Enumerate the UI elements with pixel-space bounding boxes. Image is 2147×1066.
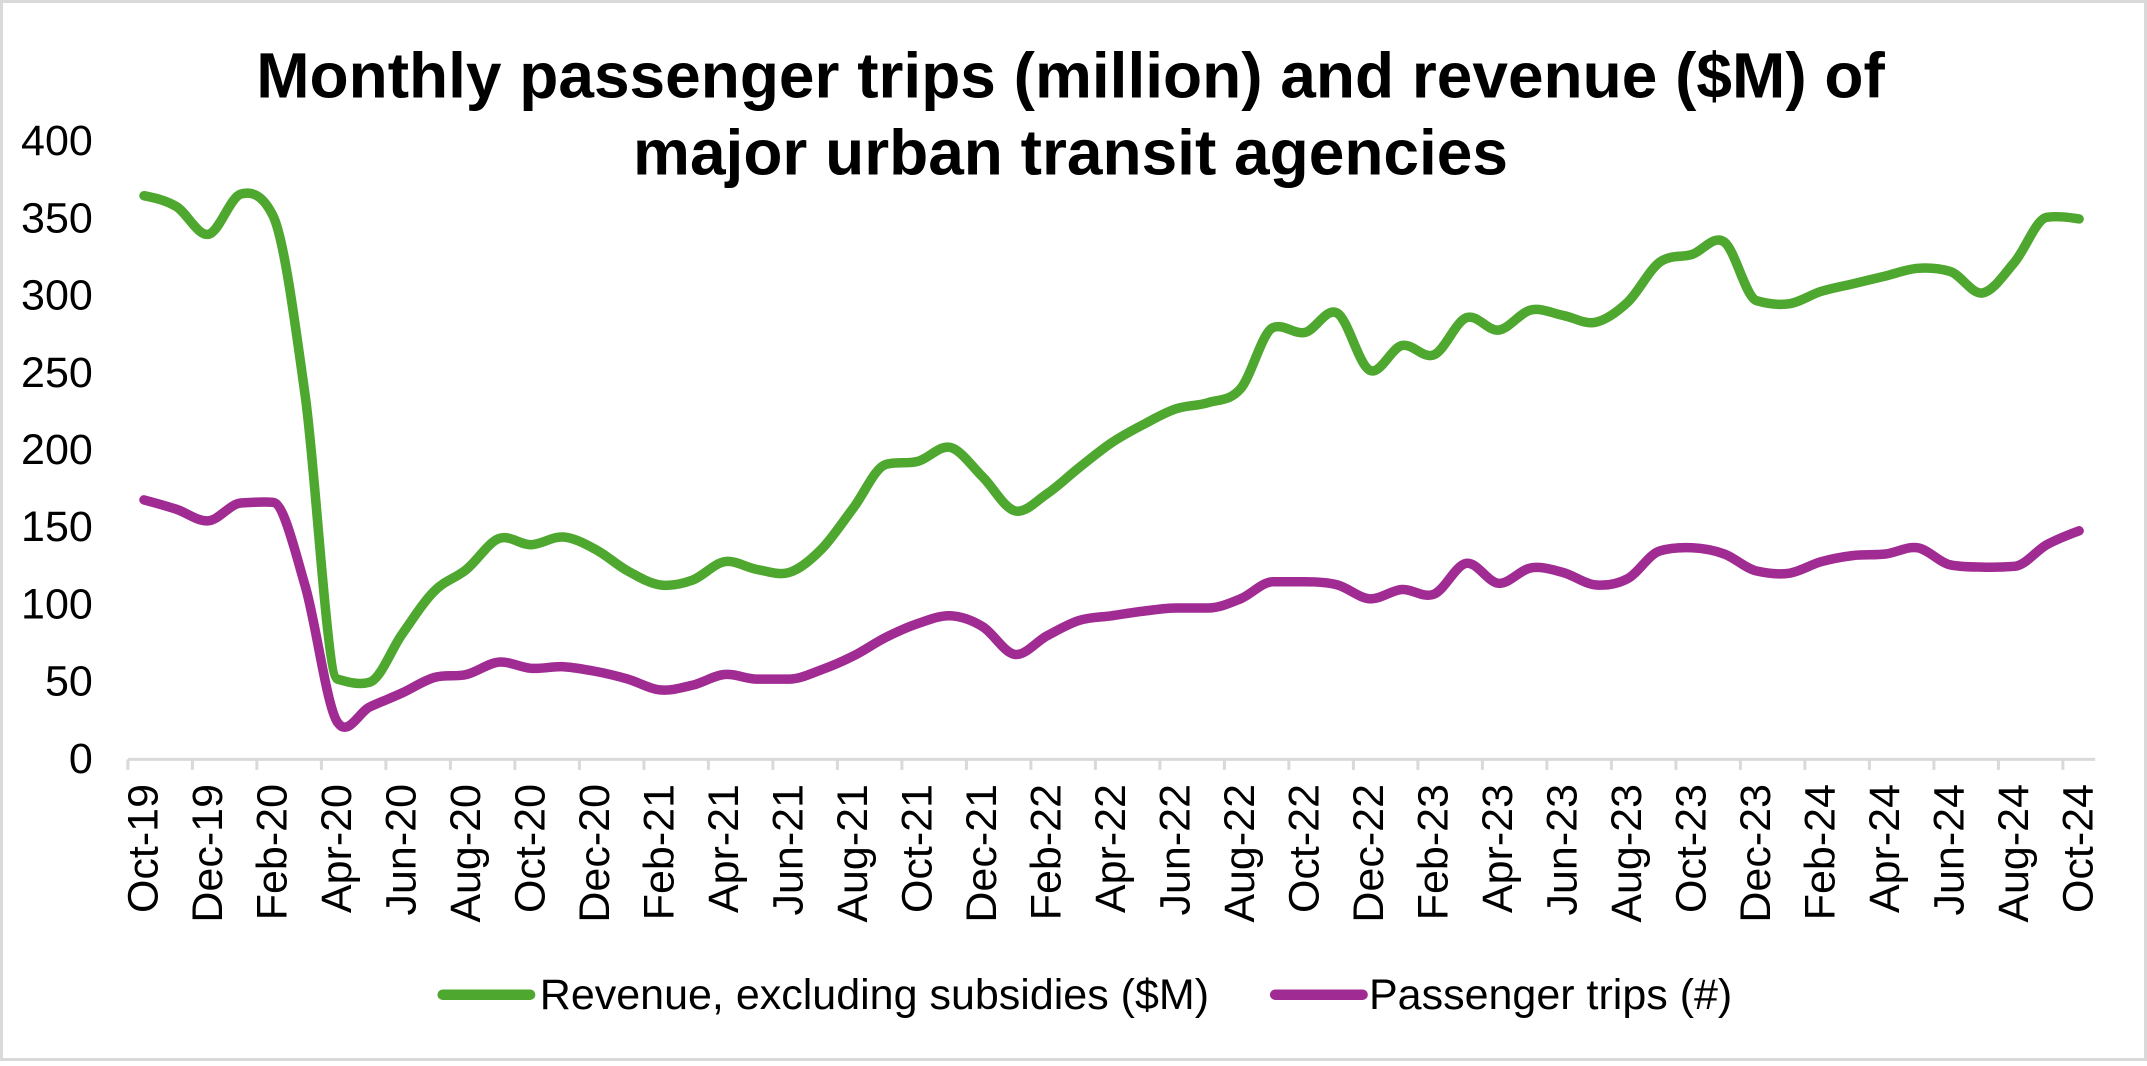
- svg-text:Feb-21: Feb-21: [635, 784, 683, 920]
- svg-text:50: 50: [45, 658, 93, 706]
- svg-text:Jun-22: Jun-22: [1152, 784, 1200, 915]
- svg-text:100: 100: [21, 581, 93, 629]
- svg-text:Feb-23: Feb-23: [1410, 784, 1458, 920]
- svg-text:Aug-21: Aug-21: [829, 784, 877, 923]
- svg-text:Aug-23: Aug-23: [1603, 784, 1651, 923]
- svg-text:0: 0: [69, 735, 93, 783]
- svg-text:Dec-21: Dec-21: [958, 784, 1006, 923]
- svg-text:Dec-19: Dec-19: [184, 784, 232, 923]
- svg-text:Aug-20: Aug-20: [442, 784, 490, 923]
- svg-text:Apr-21: Apr-21: [700, 784, 748, 913]
- svg-text:Feb-24: Feb-24: [1797, 784, 1845, 920]
- svg-text:150: 150: [21, 503, 93, 551]
- svg-text:Jun-24: Jun-24: [1926, 784, 1974, 915]
- svg-text:Apr-20: Apr-20: [313, 784, 361, 913]
- svg-text:Oct-22: Oct-22: [1281, 784, 1329, 913]
- svg-text:Dec-22: Dec-22: [1345, 784, 1393, 923]
- svg-text:Passenger trips (#): Passenger trips (#): [1369, 971, 1732, 1019]
- svg-text:Apr-23: Apr-23: [1474, 784, 1522, 913]
- svg-text:Apr-24: Apr-24: [1861, 784, 1909, 913]
- svg-text:Jun-21: Jun-21: [764, 784, 812, 915]
- svg-text:major urban transit agencies: major urban transit agencies: [633, 117, 1508, 189]
- svg-text:Apr-22: Apr-22: [1087, 784, 1135, 913]
- svg-text:Dec-23: Dec-23: [1732, 784, 1780, 923]
- svg-text:Oct-21: Oct-21: [893, 784, 941, 913]
- svg-text:Jun-23: Jun-23: [1539, 784, 1587, 915]
- svg-text:Revenue, excluding subsidies (: Revenue, excluding subsidies ($M): [540, 971, 1209, 1019]
- svg-text:Aug-24: Aug-24: [1990, 784, 2038, 923]
- svg-text:200: 200: [21, 426, 93, 474]
- svg-text:Monthly passenger trips (milli: Monthly passenger trips (million) and re…: [256, 39, 1885, 111]
- svg-text:Oct-20: Oct-20: [506, 784, 554, 913]
- svg-text:400: 400: [21, 117, 93, 165]
- svg-text:Dec-20: Dec-20: [571, 784, 619, 923]
- svg-text:Oct-19: Oct-19: [119, 784, 167, 913]
- svg-text:Aug-22: Aug-22: [1216, 784, 1264, 923]
- svg-text:Oct-24: Oct-24: [2055, 784, 2103, 913]
- svg-text:350: 350: [21, 194, 93, 242]
- svg-text:Oct-23: Oct-23: [1668, 784, 1716, 913]
- svg-text:Feb-22: Feb-22: [1022, 784, 1070, 920]
- svg-text:300: 300: [21, 272, 93, 320]
- svg-text:Feb-20: Feb-20: [248, 784, 296, 920]
- svg-text:250: 250: [21, 349, 93, 397]
- svg-text:Jun-20: Jun-20: [377, 784, 425, 915]
